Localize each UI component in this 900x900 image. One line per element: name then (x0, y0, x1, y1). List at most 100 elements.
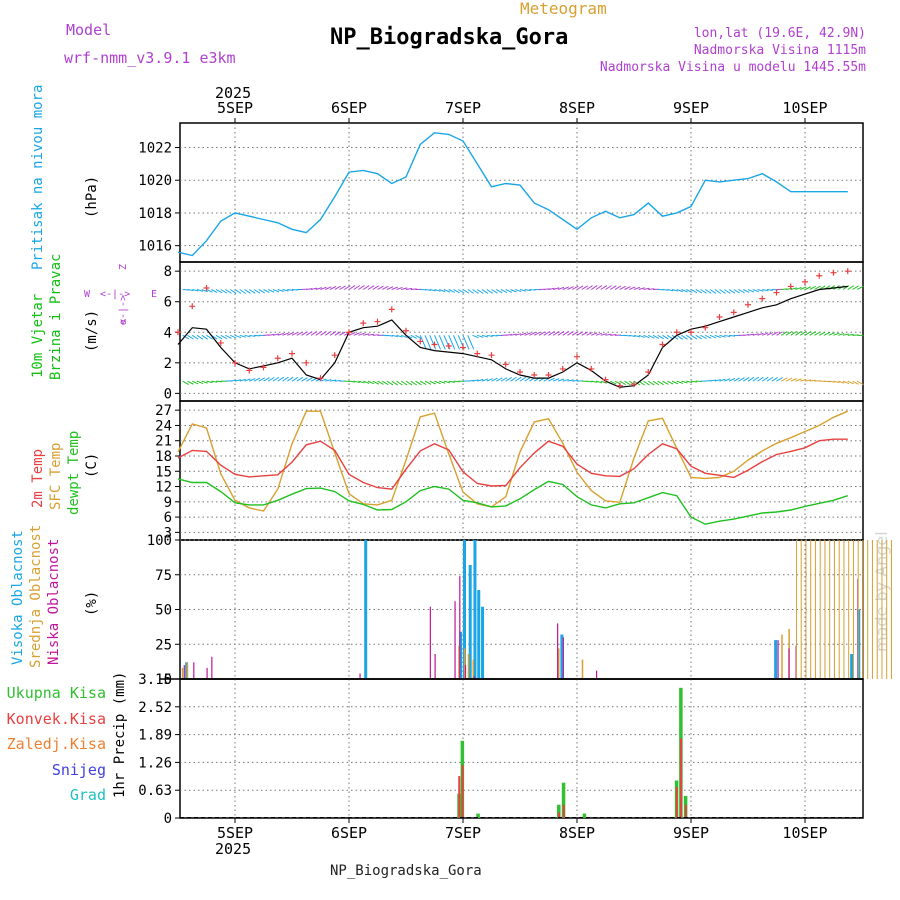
wind-barb (809, 379, 816, 382)
cloud-bar (781, 634, 783, 679)
wind-barb (358, 285, 365, 290)
wind-barb (367, 285, 375, 290)
wind-barb (590, 285, 598, 290)
wind-barb (472, 379, 479, 382)
wind-barb (287, 332, 294, 336)
wind-barb (486, 289, 494, 294)
precip-bar (684, 804, 687, 818)
wind-barb (258, 377, 265, 382)
gust-marker (616, 382, 623, 389)
wind-barb (624, 380, 631, 386)
temp-title-dew: dewpt Temp (66, 431, 82, 515)
wind-barb (486, 378, 493, 382)
wind-barb (662, 334, 669, 340)
cloud-bar (359, 673, 361, 679)
gust-marker (517, 368, 523, 375)
day-label-bottom: 5SEP (217, 824, 253, 842)
cloud-bar (193, 662, 195, 679)
wind-barb-bands (182, 285, 864, 386)
elevation-text: Nadmorska Visina 1115m (694, 43, 866, 58)
wind-barb (419, 335, 427, 350)
y-tick-label: 0 (164, 386, 172, 402)
gust-marker (844, 268, 851, 275)
wind-barb (401, 287, 408, 290)
wind-barb (415, 334, 422, 340)
wind-barb (548, 287, 555, 290)
wind-barb (804, 330, 812, 336)
wind-barb (329, 286, 337, 290)
wind-key-horizontal: <-|-> (100, 289, 130, 300)
wind-barb (519, 376, 527, 382)
y-tick-label: 0.63 (138, 783, 172, 799)
wind-barb (609, 285, 617, 290)
wind-barb (800, 286, 807, 290)
wind-barb (272, 289, 280, 293)
cloud-bar (467, 653, 470, 679)
wind-barb (567, 379, 574, 382)
precip-frame (179, 678, 864, 819)
gust-marker (531, 372, 538, 379)
wind-barb (766, 332, 774, 336)
wind-barb (491, 289, 498, 294)
wind-barb (643, 380, 650, 386)
wind-barb (377, 380, 384, 385)
wind-barb (391, 380, 399, 386)
cloud-title-high: Visoka Oblacnost (10, 530, 26, 665)
wind-barb (553, 287, 560, 290)
cloud-bar (459, 576, 461, 679)
y-tick-label: 75 (155, 568, 172, 584)
wind-barb (315, 330, 323, 336)
cloud-bar (558, 648, 560, 679)
wind-barb (348, 285, 356, 290)
wind-barb (363, 380, 370, 384)
wind-barb (287, 289, 294, 292)
gust-marker (360, 320, 367, 327)
wind-barb (814, 331, 821, 336)
wind-barb (595, 285, 603, 290)
wind-barb (738, 377, 745, 382)
wind-barb (429, 289, 436, 292)
wind-barb (282, 376, 289, 382)
wind-barb (842, 380, 850, 385)
gust-marker (274, 355, 281, 362)
wind-title-line1: 10m Vjetar (30, 294, 46, 378)
wind-barb (282, 332, 289, 336)
wind-barb (500, 377, 508, 382)
wind-barb (690, 380, 698, 383)
wind-barb (724, 334, 731, 338)
wind-barb (230, 379, 237, 382)
precip-bars (160, 678, 863, 818)
gust-marker (759, 295, 766, 302)
gust-marker (787, 283, 794, 290)
wind-barb (443, 289, 451, 293)
cloud-bar (458, 645, 460, 679)
wind-barb (524, 376, 532, 382)
wind-barb (230, 334, 237, 339)
gust-marker (830, 269, 837, 276)
wind-barb (377, 285, 384, 290)
wind-barb (804, 379, 812, 382)
wind-barb (695, 289, 703, 294)
cloud-unit: (%) (84, 591, 100, 616)
wind-barb (491, 334, 498, 337)
wind-barb (572, 379, 579, 382)
wind-barb (738, 289, 745, 294)
wind-barb (676, 380, 683, 384)
wind-barb (766, 288, 774, 291)
wind-barb (714, 379, 721, 382)
wind-barb (667, 380, 674, 385)
cloud-bar (477, 590, 481, 679)
gust-marker (745, 301, 751, 308)
wind-barb (182, 334, 190, 340)
wind-barb (187, 289, 194, 291)
y-tick-label: 6 (164, 510, 172, 526)
wind-barb (733, 377, 740, 382)
wind-barb (705, 334, 712, 339)
cloud-bar (364, 540, 368, 679)
wind-barb (438, 335, 446, 350)
wind-barb (629, 286, 636, 290)
wind-barb (453, 380, 460, 383)
wind-barb (619, 380, 627, 386)
y-tick-label: 50 (155, 603, 172, 619)
